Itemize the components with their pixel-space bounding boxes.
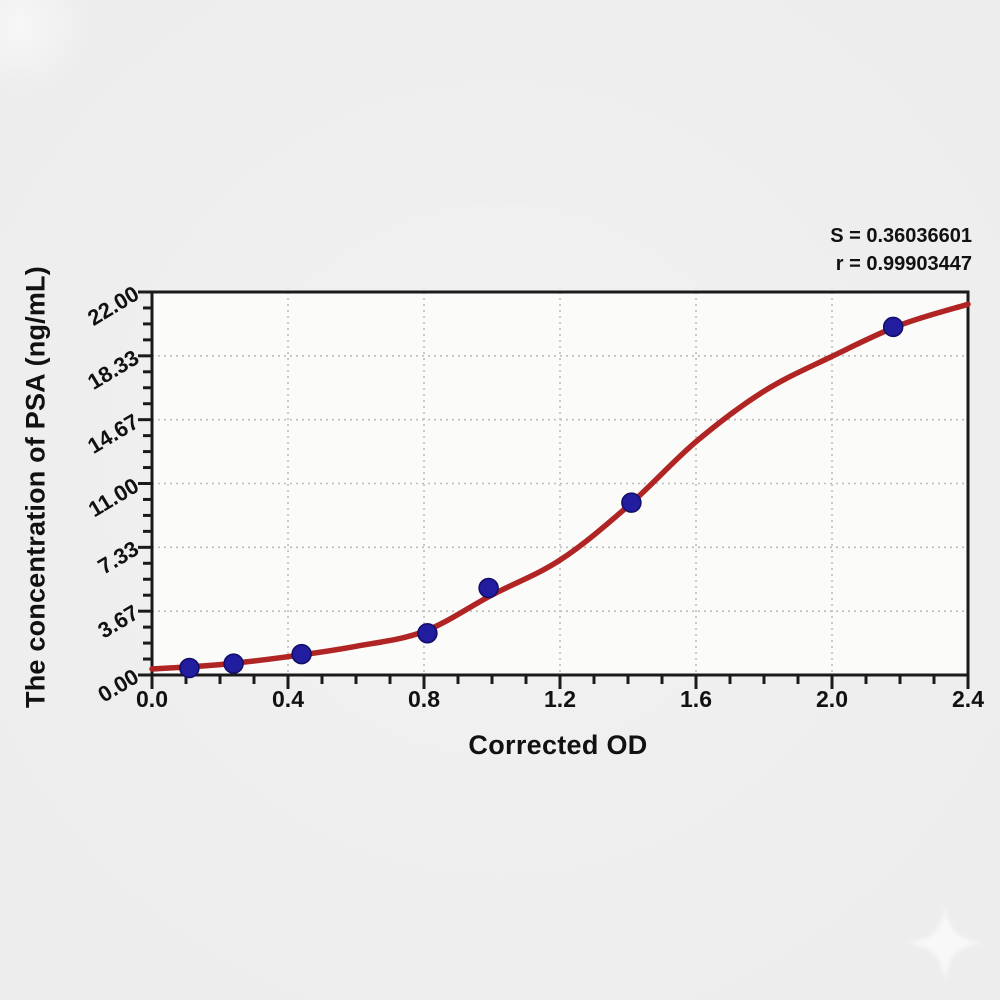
data-point (478, 577, 499, 599)
y-axis-title: The concentration of PSA (ng/mL) (20, 266, 51, 708)
stat-s-value: S = 0.36036601 (830, 225, 972, 247)
x-tick-label: 2.4 (952, 686, 984, 712)
plot-frame (150, 290, 970, 677)
x-axis-title: Corrected OD (468, 730, 648, 760)
x-tick-label: 2.0 (816, 686, 848, 712)
x-tick-label: 1.2 (544, 686, 576, 712)
data-point (882, 316, 904, 338)
data-point (621, 492, 642, 513)
fitted-curve (149, 301, 971, 672)
x-tick-label: 0.8 (408, 686, 440, 712)
data-point (291, 643, 312, 665)
data-point (417, 622, 438, 644)
stat-r-value: r = 0.99903447 (835, 253, 972, 275)
x-tick-label: 0.4 (272, 686, 304, 712)
sparkle-watermark-icon (907, 905, 983, 981)
data-point (223, 653, 244, 674)
data-point (179, 657, 200, 679)
x-tick-label: 0.0 (136, 686, 168, 712)
stat-annotation: S = 0.36036601 r = 0.99903447 (830, 222, 972, 278)
x-tick-label: 1.6 (680, 686, 712, 712)
